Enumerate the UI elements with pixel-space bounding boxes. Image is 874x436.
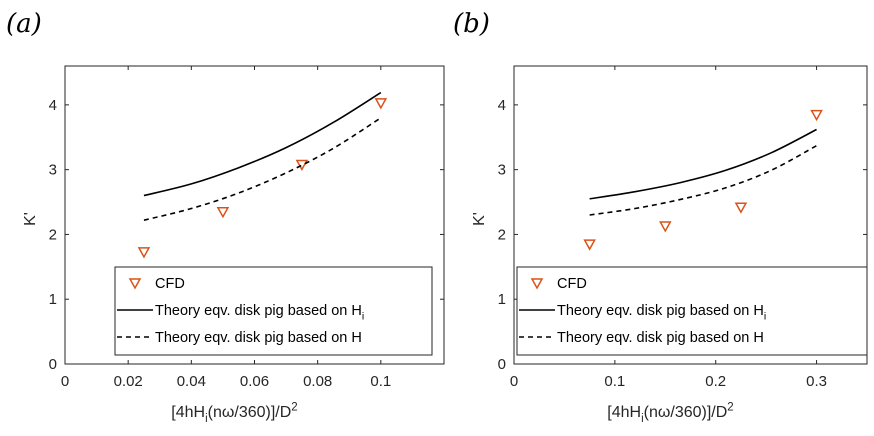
cfd-marker — [295, 159, 309, 172]
panel-label: (b) — [453, 9, 490, 39]
panel-label: (a) — [6, 9, 42, 39]
chart-panel-b: (b) 0 0.1 0.2 0.3 0 1 2 3 4 [4hHi(nω/360)]/D2 K' CFD… — [453, 9, 868, 425]
x-tick-label: 0 — [61, 373, 69, 390]
x-tick-label: 0.08 — [303, 373, 332, 390]
cfd-marker — [810, 109, 823, 122]
legend-cfd-marker — [128, 278, 142, 290]
x-tick-label: 0.04 — [177, 373, 206, 390]
x-tick-label: 0 — [510, 373, 518, 390]
y-tick-label: 3 — [49, 162, 57, 179]
legend-label: Theory eqv. disk pig based on H — [557, 330, 764, 346]
x-tick-label: 0.2 — [705, 373, 726, 390]
legend — [516, 266, 868, 356]
y-tick-label: 2 — [49, 226, 57, 243]
x-tick-label: 0.3 — [806, 373, 827, 390]
y-tick-label: 2 — [498, 226, 506, 243]
legend-label: Theory eqv. disk pig based on H — [155, 330, 362, 346]
cfd-marker — [374, 98, 388, 110]
axes-box — [513, 65, 868, 365]
legend-label: Theory eqv. disk pig based on Hi — [155, 303, 364, 322]
legend — [114, 266, 433, 356]
cfd-marker — [659, 221, 672, 233]
chart-panel-a: (a) 0 0.02 0.04 0.06 0.08 0.1 0 1 2 3 4 [4hHi(nω/360… — [6, 9, 445, 425]
legend-label: CFD — [155, 276, 185, 292]
x-tick-label: 0.1 — [604, 373, 625, 390]
x-tick-label: 0.06 — [240, 373, 269, 390]
x-axis-label: [4hHi(nω/360)]/D2 — [607, 402, 733, 425]
cfd-marker — [583, 239, 596, 251]
theory-H-line — [143, 117, 382, 221]
y-tick-label: 4 — [498, 97, 506, 114]
theory-Hi-line — [143, 91, 382, 197]
y-axis-label: K' — [471, 212, 488, 226]
x-axis-label: [4hHi(nω/360)]/D2 — [171, 402, 297, 425]
theory-Hi-line — [589, 128, 817, 200]
y-tick-label: 1 — [498, 291, 506, 308]
y-tick-label: 4 — [49, 97, 57, 114]
y-axis-label: K' — [22, 212, 39, 226]
cfd-marker — [137, 247, 151, 259]
legend-label: CFD — [557, 276, 587, 292]
theory-H-line — [589, 144, 817, 216]
cfd-marker — [734, 202, 748, 214]
y-tick-label: 1 — [49, 291, 57, 308]
legend-label: Theory eqv. disk pig based on Hi — [557, 303, 766, 322]
legend-cfd-marker — [530, 278, 544, 290]
y-tick-label: 0 — [49, 356, 57, 373]
x-tick-label: 0.02 — [114, 373, 143, 390]
y-tick-label: 3 — [498, 162, 506, 179]
x-tick-label: 0.1 — [370, 373, 391, 390]
cfd-marker — [216, 207, 230, 219]
y-tick-label: 0 — [498, 356, 506, 373]
